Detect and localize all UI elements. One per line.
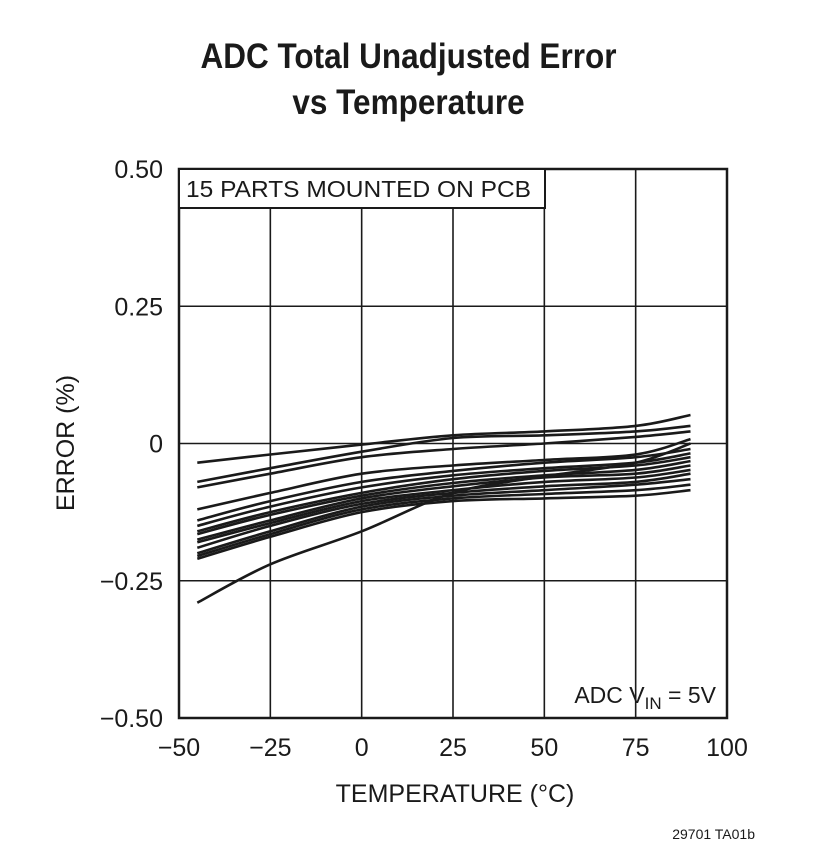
parts-annotation: 15 PARTS MOUNTED ON PCB: [186, 176, 531, 202]
vin-annotation: ADC VIN = 5V: [574, 682, 716, 713]
chart-title-line-1: ADC Total Unadjusted Error: [200, 37, 617, 76]
chart-title-line-2: vs Temperature: [292, 83, 525, 122]
series-line-8: [196, 459, 691, 536]
series-line-3: [197, 430, 691, 489]
series-line-9: [196, 464, 691, 541]
series-line-2: [197, 424, 691, 484]
grid-lines: [179, 169, 727, 718]
series-line-13: [196, 483, 691, 558]
series-line-1: [197, 413, 691, 464]
y-tick-label: 0.25: [114, 293, 163, 321]
vin-annotation-suffix: = 5V: [662, 682, 717, 708]
vin-annotation-prefix: ADC V: [574, 682, 645, 708]
parts-annotation-box: [178, 168, 546, 209]
x-tick-label: 50: [530, 734, 558, 762]
x-tick-label: 75: [622, 734, 650, 762]
y-tick-label: −0.25: [100, 568, 163, 596]
x-tick-label: 25: [439, 734, 467, 762]
series-line-5: [196, 447, 691, 522]
vin-annotation-sub: IN: [645, 694, 662, 713]
series-line-10: [196, 468, 691, 544]
y-axis-title: ERROR (%): [52, 375, 80, 511]
figure-code: 29701 TA01b: [672, 826, 755, 842]
y-tick-label: −0.50: [100, 705, 163, 733]
series-line-7: [196, 455, 691, 533]
y-tick-label: 0: [149, 431, 163, 459]
x-tick-label: 0: [355, 734, 369, 762]
chart-title: ADC Total Unadjusted Error vs Temperatur…: [41, 34, 776, 126]
x-tick-label: −25: [249, 734, 291, 762]
x-tick-labels: −50 −25 0 25 50 75 100: [158, 734, 748, 762]
series-line-12: [196, 477, 691, 555]
series-lines: [196, 413, 691, 604]
series-line-15: [196, 442, 691, 604]
x-axis-title: TEMPERATURE (°C): [336, 780, 575, 808]
y-tick-label: 0.50: [114, 156, 163, 184]
series-line-4: [197, 437, 691, 511]
x-tick-label: −50: [158, 734, 200, 762]
series-line-14: [196, 488, 691, 561]
x-tick-label: 100: [706, 734, 748, 762]
y-tick-labels: −0.50 −0.25 0 0.25 0.50: [100, 156, 163, 733]
